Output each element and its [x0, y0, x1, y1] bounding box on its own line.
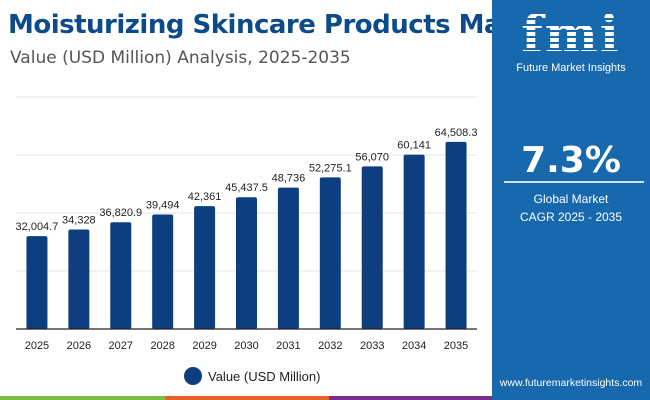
divider [504, 181, 644, 183]
bar [361, 166, 383, 329]
bar [26, 236, 48, 329]
x-tick-label: 2028 [150, 340, 174, 352]
data-label: 64,508.3 [435, 127, 478, 139]
chart-subtitle: Value (USD Million) Analysis, 2025-2035 [10, 48, 351, 68]
brand-name: Future Market Insights [516, 62, 626, 74]
x-tick-label: 2033 [360, 340, 384, 352]
cagr-value: 7.3% [521, 140, 621, 181]
data-label: 42,361 [188, 191, 222, 203]
data-label: 48,736 [272, 173, 306, 185]
stripe-green [0, 396, 165, 400]
x-tick-label: 2027 [109, 340, 133, 352]
bar [68, 229, 90, 329]
data-label: 34,328 [62, 214, 96, 226]
logo-text: fmi [492, 8, 650, 60]
data-label: 60,141 [397, 140, 431, 152]
data-label: 32,004.7 [16, 221, 59, 233]
x-tick-label: 2031 [276, 340, 300, 352]
bar [152, 214, 174, 329]
fmi-logo: fmi Future Market Insights [492, 8, 650, 75]
x-tick-label: 2030 [234, 340, 258, 352]
cagr-label: Global Market CAGR 2025 - 2035 [492, 190, 650, 226]
bar-chart: 32,004.7 2025 34,328 2026 36,820.9 2027 39,494… [16, 96, 478, 352]
bar [445, 141, 467, 329]
legend-label: Value (USD Million) [208, 368, 321, 384]
stripe-orange [165, 396, 329, 400]
legend-marker [184, 367, 202, 385]
data-label: 45,437.5 [225, 182, 268, 194]
bar [236, 197, 257, 329]
website-link[interactable]: www.futuremarketinsights.com [499, 377, 643, 389]
bar [277, 187, 299, 329]
cagr-label-line1: Global Market [533, 192, 609, 206]
x-tick-label: 2029 [192, 340, 216, 352]
bar [194, 206, 216, 329]
bar [110, 222, 132, 329]
info-panel: fmi Future Market Insights 7.3% Global M… [492, 0, 650, 400]
data-label: 52,275.1 [309, 162, 352, 174]
data-label: 36,820.9 [99, 207, 142, 219]
x-tick-label: 2026 [67, 340, 91, 352]
bar [319, 177, 341, 329]
data-label: 56,070 [355, 151, 389, 163]
cagr-label-line2: CAGR 2025 - 2035 [519, 210, 623, 224]
x-tick-label: 2035 [444, 340, 468, 352]
x-tick-label: 2032 [318, 340, 342, 352]
x-tick-label: 2025 [25, 340, 49, 352]
bar [403, 154, 425, 329]
legend: Value (USD Million) [184, 367, 320, 385]
x-tick-label: 2034 [402, 340, 426, 352]
chart-title: Moisturizing Skincare Products Market [8, 10, 559, 40]
stripe-purple [329, 396, 492, 400]
data-label: 39,494 [146, 199, 180, 211]
